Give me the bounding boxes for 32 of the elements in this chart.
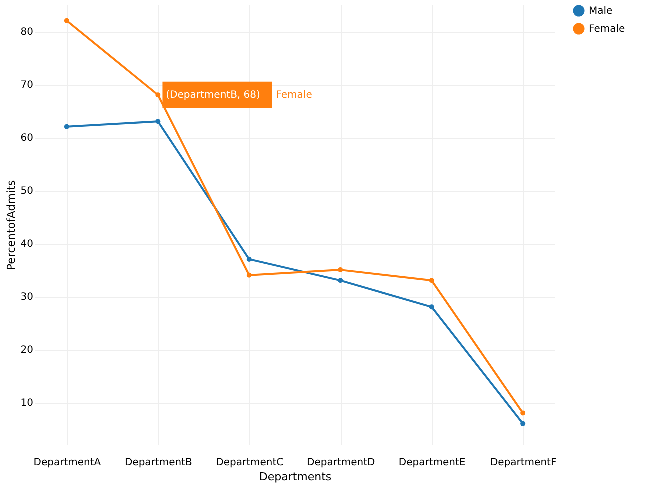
legend-label: Female [589,24,626,35]
legend-label: Male [589,6,613,17]
x-axis-title: Departments [259,470,332,484]
y-tick-label: 30 [20,292,34,304]
y-tick-label: 50 [20,186,34,198]
x-tick-label: DepartmentB [124,458,192,468]
point [520,410,526,416]
y-tick-label: 40 [20,239,34,250]
point [246,272,252,278]
point [429,278,434,284]
x-tick-label: DepartmentE [398,458,466,468]
x-tick-label: DepartmentF [490,458,557,468]
point [520,421,526,426]
y-tick-label: 10 [20,398,34,410]
point [156,92,161,98]
point [429,304,434,310]
x-tick-label: DepartmentC [216,458,284,468]
x-tick-label: DepartmentD [307,458,376,468]
point [156,119,161,124]
point [246,256,252,262]
point [64,124,70,130]
y-axis-title: PercentofAdmits [4,180,18,271]
y-tick-label: 20 [20,345,34,356]
x-tick-label: DepartmentA [34,458,102,468]
annotation: Female [276,90,312,102]
y-tick-label: 80 [20,27,34,38]
point [338,278,344,284]
y-tick-label: 70 [20,80,34,92]
annotation: (DepartmentB, 68) [166,90,261,102]
y-tick-label: 60 [20,133,34,144]
point [338,268,344,273]
point [64,18,70,24]
